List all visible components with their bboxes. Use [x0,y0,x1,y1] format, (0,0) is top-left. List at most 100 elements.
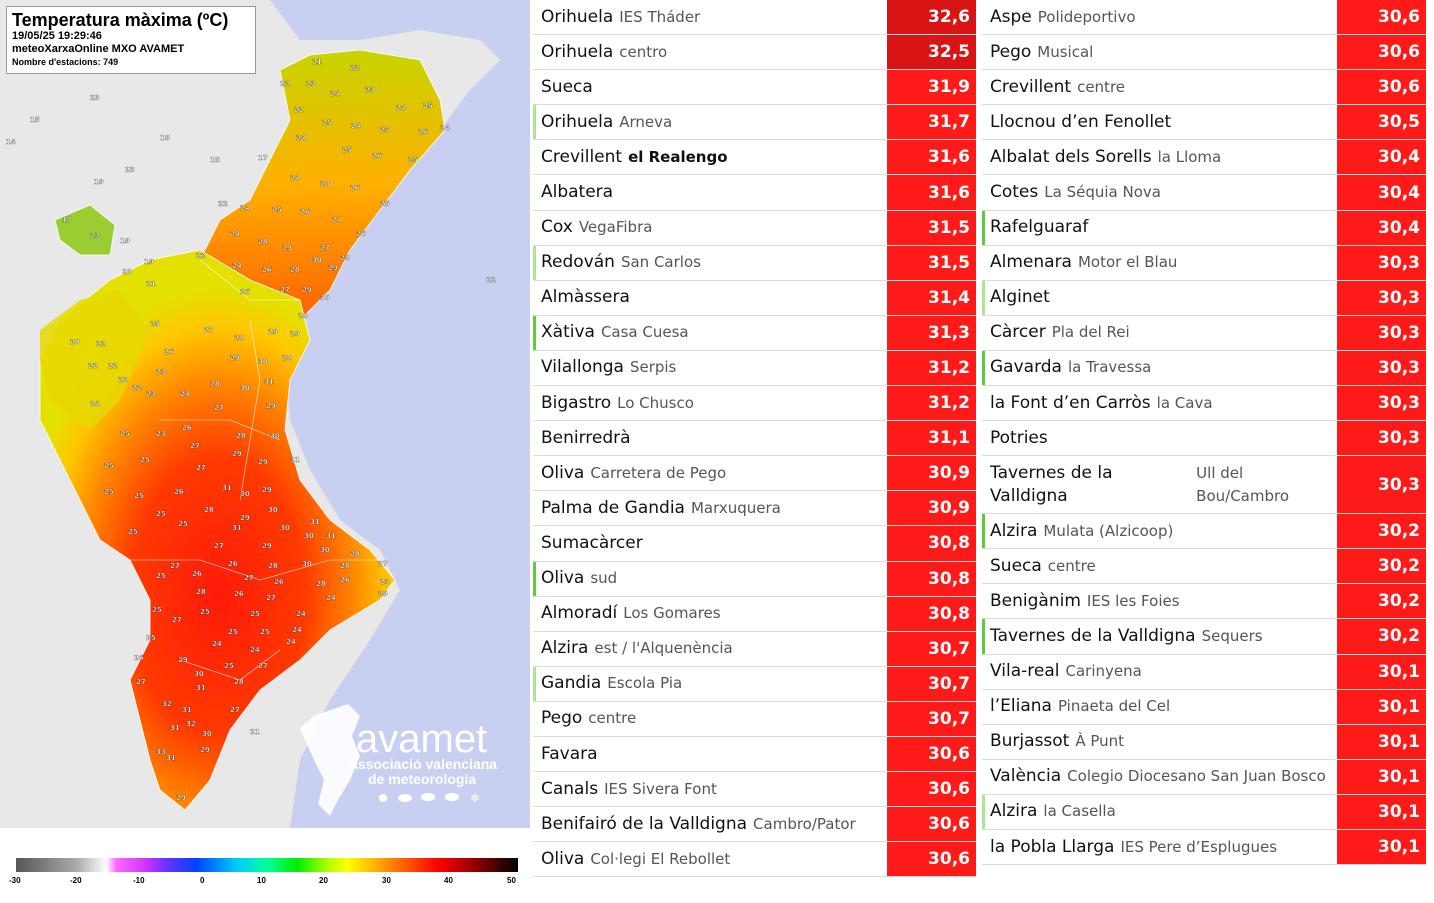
station-row[interactable]: Tavernes de la Valldigna Ull del Bou/Camb… [982,456,1426,515]
max-temperature-value: 30,6 [887,772,976,807]
station-row[interactable]: Redován San Carlos 31,5 [533,245,976,281]
station-row[interactable]: Tavernes de la Valldigna Sequers 30,2 [982,619,1426,655]
station-row[interactable]: Cotes La Séquia Nova 30,4 [982,175,1426,211]
station-value: 29 [240,514,250,522]
station-row[interactable]: l’Eliana Pinaeta del Cel 30,1 [982,689,1426,725]
station-row[interactable]: Oliva Carretera de Pego 30,9 [533,456,976,492]
station-value: 30 [320,294,330,302]
station-value: 29 [230,354,240,362]
station-value: 27 [196,464,206,472]
station-row[interactable]: Burjassot À Punt 30,1 [982,724,1426,760]
station-value: 27 [320,244,330,252]
station-value: 26 [340,576,350,584]
station-municipality: Burjassot [990,731,1070,752]
station-row[interactable]: València Colegio Diocesano San Juan Bosco… [982,759,1426,795]
station-row[interactable]: Benigànim IES les Foies 30,2 [982,584,1426,620]
region-north [199,49,446,321]
station-row[interactable]: Cox VegaFibra 31,5 [533,210,976,246]
station-row[interactable]: Pego Musical 30,6 [982,35,1426,71]
station-row[interactable]: Gavarda la Travessa 30,3 [982,350,1426,387]
station-row[interactable]: Canals IES Sivera Font 30,6 [533,772,976,808]
station-row[interactable]: Oliva sud 30,8 [533,561,976,597]
station-value: 30 [280,524,290,532]
station-name-cell: Benirredrà [533,421,887,455]
station-row[interactable]: Almoradí Los Gomares 30,8 [533,596,976,632]
station-row[interactable]: Orihuela IES Tháder 32,6 [533,0,976,36]
station-value: 31 [182,706,192,714]
station-row[interactable]: Alginet 30,3 [982,280,1426,316]
scale-tick: -20 [70,876,82,885]
station-row[interactable]: Favara 30,6 [533,736,976,773]
station-value: 24 [212,640,222,648]
station-row[interactable]: Llocnou d’en Fenollet 30,5 [982,105,1426,141]
station-row[interactable]: Sueca 31,9 [533,70,976,106]
station-row[interactable]: Orihuela centro 32,5 [533,35,976,71]
station-value: 28 [316,580,326,588]
station-row[interactable]: Albalat dels Sorells la Lloma 30,4 [982,140,1426,176]
station-row[interactable]: Almàssera 31,4 [533,280,976,316]
station-municipality: Aspe [990,6,1032,27]
station-row[interactable]: Sumacàrcer 30,8 [533,526,976,562]
logo-name: avamet [356,717,487,761]
station-row[interactable]: la Pobla Llarga IES Pere d’Esplugues 30,1 [982,829,1426,866]
station-location: Carinyena [1065,662,1142,681]
station-value: 23 [125,166,135,174]
station-row[interactable]: Xàtiva Casa Cuesa 31,3 [533,315,976,351]
station-value: 26 [300,208,310,216]
station-row[interactable]: Alzira Mulata (Alzicoop) 30,2 [982,514,1426,550]
station-row[interactable]: Crevillent el Realengo 31,6 [533,140,976,176]
station-row[interactable]: Palma de Gandia Marxuquera 30,9 [533,491,976,527]
color-scale-bar [16,858,518,872]
station-row[interactable]: Vila-real Carinyena 30,1 [982,654,1426,690]
station-row[interactable]: Pego centre 30,7 [533,701,976,737]
max-temperature-value: 30,1 [1337,759,1426,794]
station-name-cell: Gavarda la Travessa [982,350,1337,386]
station-row[interactable]: Oliva Col·legi El Rebollet 30,6 [533,842,976,878]
station-value: 27 [214,404,224,412]
station-row[interactable]: Aspe Polideportivo 30,6 [982,0,1426,36]
station-value: 25 [156,510,166,518]
station-municipality: Crevillent [541,146,623,167]
station-value: 23 [365,86,375,94]
station-municipality: Llocnou d’en Fenollet [990,111,1172,132]
station-municipality: Almàssera [541,287,630,308]
station-row[interactable]: Crevillent centre 30,6 [982,70,1426,106]
station-row[interactable]: Alzira la Casella 30,1 [982,794,1426,830]
station-row[interactable]: Vilallonga Serpis 31,2 [533,350,976,387]
station-municipality: Oliva [541,462,585,483]
station-row[interactable]: Potries 30,3 [982,421,1426,457]
station-name-cell: Orihuela centro [533,35,887,69]
station-name-cell: Almenara Motor el Blau [982,246,1337,280]
station-row[interactable]: Benifairó de la Valldigna Cambro/Pator 30,… [533,807,976,843]
station-row[interactable]: la Font d’en Carròs la Cava 30,3 [982,386,1426,422]
max-temperature-value: 30,7 [887,631,976,666]
max-temperature-value: 30,1 [1337,724,1426,759]
station-value: 26 [134,654,144,662]
station-row[interactable]: Càrcer Pla del Rei 30,3 [982,315,1426,351]
station-row[interactable]: Orihuela Arneva 31,7 [533,105,976,141]
station-value: 31 [196,684,206,692]
max-temperature-value: 30,6 [887,736,976,772]
station-row[interactable]: Almenara Motor el Blau 30,3 [982,245,1426,281]
station-location: sud [590,569,618,588]
station-row[interactable]: Rafelguaraf 30,4 [982,210,1426,246]
logo-line2: de meteorologia [368,771,476,787]
station-name-cell: Crevillent el Realengo [533,140,887,174]
station-row[interactable]: Benirredrà 31,1 [533,421,976,457]
station-value: 28 [210,380,220,388]
station-row[interactable]: Sueca centre 30,2 [982,549,1426,585]
ranking-table-left: Orihuela IES Tháder 32,6 Orihuela centro 32,5… [533,0,976,878]
station-row[interactable]: Bigastro Lo Chusco 31,2 [533,386,976,422]
station-municipality: Crevillent [990,76,1072,97]
map-source: meteoXarxaOnline MXO AVAMET [12,43,185,55]
station-municipality: la Font d’en Carròs [990,392,1151,413]
station-row[interactable]: Gandia Escola Pia 30,7 [533,666,976,702]
station-value: 25 [423,102,433,110]
station-value: 28 [268,562,278,570]
station-row[interactable]: Alzira est / l'Alquenència 30,7 [533,631,976,667]
station-municipality: Rafelguaraf [990,217,1089,238]
station-location: Colegio Diocesano San Juan Bosco [1067,767,1326,786]
station-row[interactable]: Albatera 31,6 [533,175,976,211]
station-value: 30 [240,490,250,498]
